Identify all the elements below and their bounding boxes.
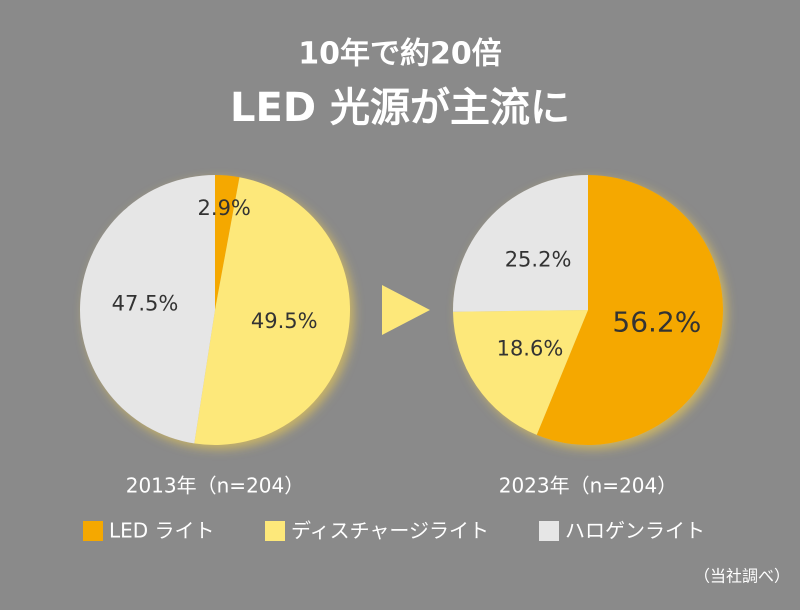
legend-swatch: [83, 521, 103, 541]
pie-slice: [194, 177, 350, 445]
pie-slice: [453, 175, 588, 312]
pie-slice: [536, 175, 723, 445]
pie-label: 2023年（n=204）: [499, 474, 678, 498]
pie: [80, 175, 350, 445]
legend-label: ハロゲンライト: [565, 519, 705, 543]
data-label: 25.2%: [505, 248, 572, 272]
data-label: 18.6%: [497, 336, 564, 360]
legend-swatch: [539, 521, 559, 541]
title: 10年で約20倍: [298, 37, 502, 72]
pie-slice: [215, 175, 240, 310]
pie-slice: [453, 310, 588, 435]
title: LED 光源が主流に: [230, 85, 570, 131]
source-note: （当社調べ）: [694, 567, 790, 586]
pie-label: 2013年（n=204）: [126, 474, 305, 498]
legend-label: ディスチャージライト: [291, 519, 489, 543]
data-label: 56.2%: [612, 306, 701, 339]
data-label: 47.5%: [112, 292, 179, 316]
pie: [453, 175, 723, 445]
data-label: 2.9%: [198, 196, 251, 220]
data-label: 49.5%: [251, 309, 318, 333]
legend-label: LED ライト: [109, 519, 215, 543]
legend-swatch: [265, 521, 285, 541]
pie-slice: [80, 175, 215, 444]
arrow: [382, 285, 430, 335]
